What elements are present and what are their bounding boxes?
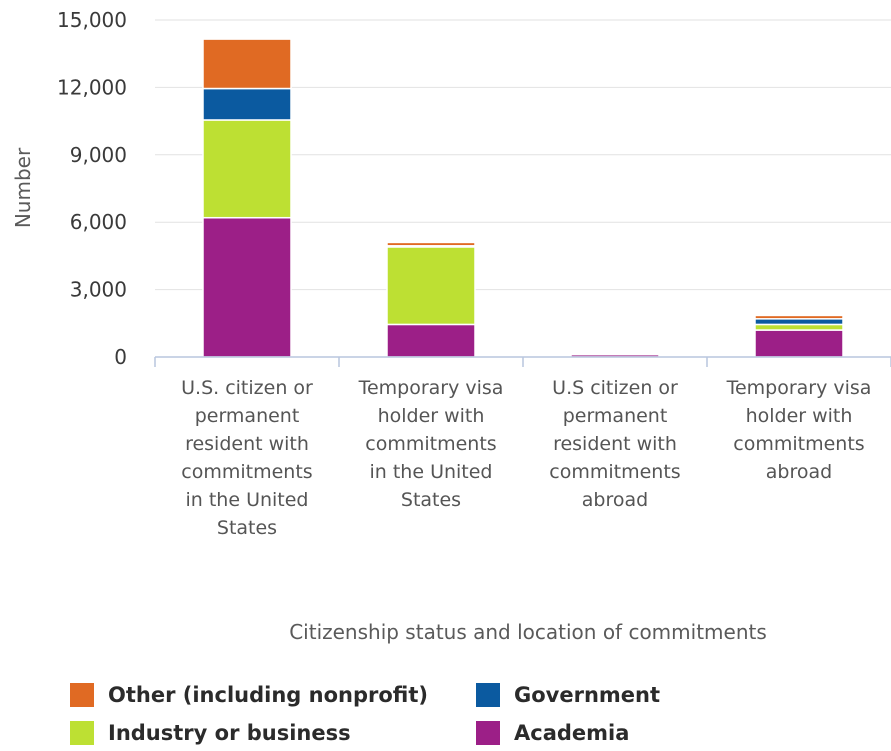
bar-segment-other-including-nonprofit <box>386 241 476 247</box>
x-category-labels: U.S. citizen or permanent resident with com… <box>181 377 871 539</box>
legend-label-academia: Academia <box>514 721 630 745</box>
legend-swatch-academia <box>476 721 500 745</box>
y-tick-labels: 0 3,000 6,000 9,000 12,000 15,000 <box>57 8 127 369</box>
y-tick-label: 6,000 <box>70 210 127 234</box>
bar-segment-other-including-nonprofit <box>754 314 844 320</box>
bar-segment-academia <box>202 216 292 358</box>
bar-chart: 0 3,000 6,000 9,000 12,000 15,000 U.S. citize… <box>11 8 891 644</box>
x-category-label: Temporary visa holder with commitments in t… <box>358 377 504 511</box>
bar-stacks <box>202 38 844 358</box>
legend-label-industry: Industry or business <box>108 721 351 745</box>
x-category-label: Temporary visa holder with commitments abro… <box>726 377 872 483</box>
legend-label-government: Government <box>514 683 661 707</box>
x-axis-title: Citizenship status and location of commi… <box>289 620 767 644</box>
x-axis <box>154 356 891 367</box>
bar-segment-academia <box>386 323 476 358</box>
legend-item-academia: Academia <box>476 720 776 746</box>
y-axis-title: Number <box>11 147 35 228</box>
bar-segment-industry-or-business <box>386 246 476 326</box>
bar-segment-government <box>754 318 844 326</box>
legend-item-other: Other (including nonprofit) <box>70 682 476 708</box>
y-tick-label: 3,000 <box>70 278 127 302</box>
y-tick-label: 12,000 <box>57 75 127 99</box>
bar-segment-other-including-nonprofit <box>202 38 292 90</box>
y-tick-label: 9,000 <box>70 143 127 167</box>
bar-segment-government <box>202 87 292 121</box>
legend-swatch-industry <box>70 721 94 745</box>
bar-segment-industry-or-business <box>754 323 844 331</box>
legend-label-other: Other (including nonprofit) <box>108 683 428 707</box>
legend-item-industry: Industry or business <box>70 720 476 746</box>
legend-item-government: Government <box>476 682 776 708</box>
legend-swatch-other <box>70 683 94 707</box>
x-category-label: U.S. citizen or permanent resident with com… <box>181 377 313 539</box>
x-category-label: U.S citizen or permanent resident with comm… <box>549 377 680 511</box>
bar-segment-academia <box>754 329 844 358</box>
legend: Other (including nonprofit) Government I… <box>70 682 776 746</box>
y-tick-label: 0 <box>114 345 127 369</box>
y-tick-label: 15,000 <box>57 8 127 32</box>
bar-segment-industry-or-business <box>202 119 292 219</box>
legend-swatch-government <box>476 683 500 707</box>
